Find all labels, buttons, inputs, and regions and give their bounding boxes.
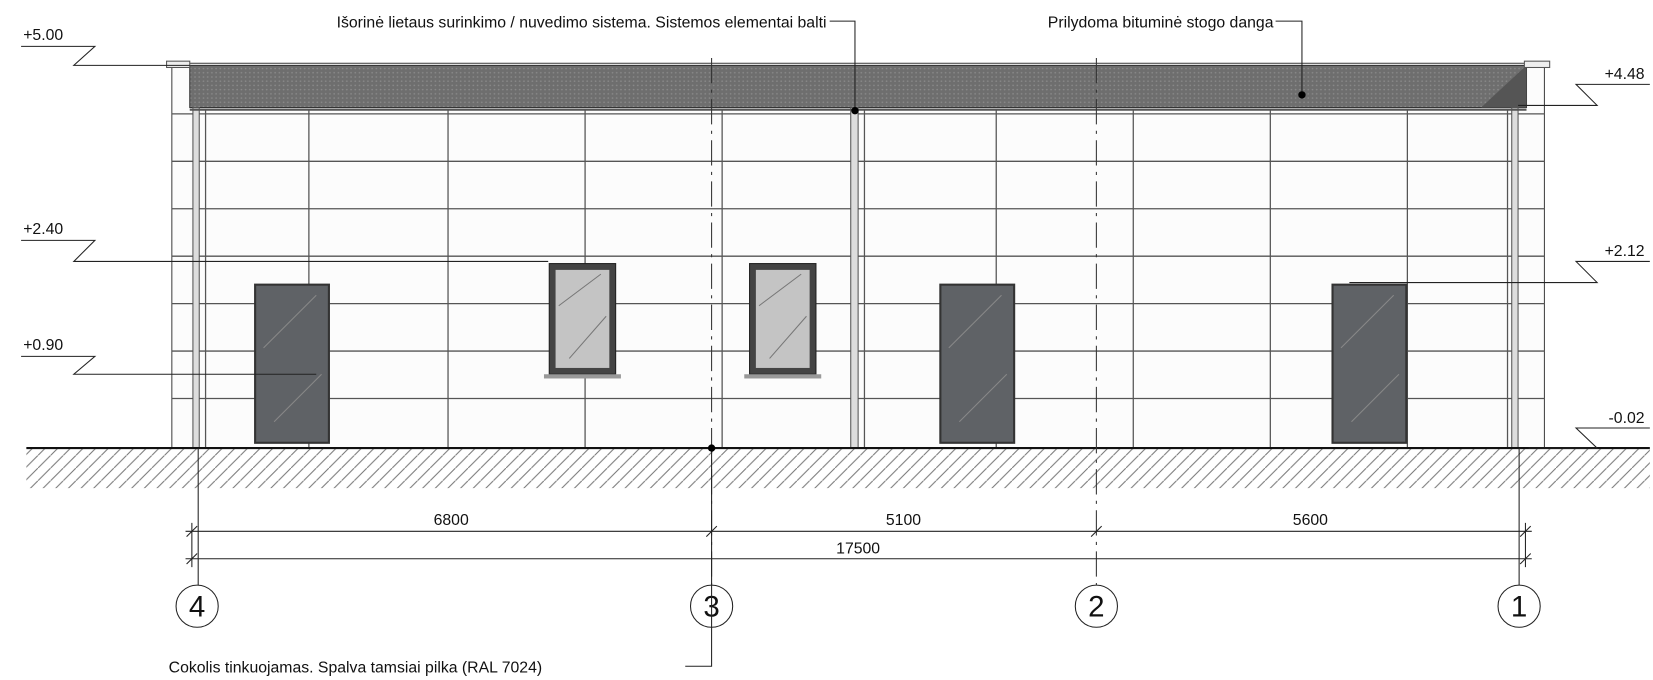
level-marks: +5.00 +2.40 +0.90 +4.48 +2.12 -0.02 bbox=[21, 27, 1650, 449]
annotation: Cokolis tinkuojamas. Spalva tamsiai pilk… bbox=[169, 660, 542, 677]
level: +2.40 bbox=[23, 221, 63, 238]
ground bbox=[26, 447, 1650, 489]
level: +0.90 bbox=[23, 337, 63, 354]
axis-label: 2 bbox=[1088, 591, 1104, 624]
level: +2.12 bbox=[1605, 243, 1645, 260]
dimensions: 6800 5100 5600 17500 bbox=[185, 512, 1532, 568]
roof-band bbox=[189, 64, 1528, 109]
level: +5.00 bbox=[23, 27, 63, 44]
dimension: 5600 bbox=[1293, 512, 1328, 529]
windows bbox=[543, 263, 822, 379]
level: +4.48 bbox=[1605, 66, 1645, 83]
grid-axes: 4 3 2 1 bbox=[175, 57, 1541, 628]
axis-label: 4 bbox=[189, 591, 205, 624]
dimension: 6800 bbox=[434, 512, 469, 529]
doors bbox=[254, 283, 1408, 444]
dimension: 5100 bbox=[886, 512, 921, 529]
dimension-total: 17500 bbox=[836, 540, 880, 557]
level: -0.02 bbox=[1609, 410, 1645, 427]
annotation: Prilydoma bituminė stogo danga bbox=[1048, 14, 1274, 31]
annotation: Išorinė lietaus surinkimo / nuvedimo sis… bbox=[337, 14, 827, 31]
roof-end bbox=[1481, 65, 1527, 108]
axis-label: 1 bbox=[1511, 591, 1527, 624]
annotations: Išorinė lietaus surinkimo / nuvedimo sis… bbox=[169, 14, 1306, 677]
